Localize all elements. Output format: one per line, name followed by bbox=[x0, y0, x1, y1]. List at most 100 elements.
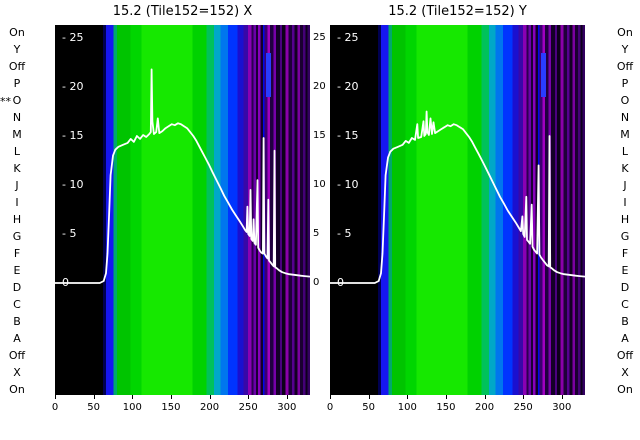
x-tick-label: 300 bbox=[552, 402, 572, 413]
axis-letter: L bbox=[621, 145, 629, 158]
axis-letter: Off bbox=[616, 60, 634, 73]
axis-letter: X bbox=[13, 366, 21, 379]
between-plots-ticks: 25 20 15 10 5 0 bbox=[311, 25, 330, 395]
axis-letter: F bbox=[621, 247, 629, 260]
axis-letter: J bbox=[623, 179, 627, 192]
y-tick-label: - 5 bbox=[337, 227, 352, 240]
y-tick-label: 0 bbox=[62, 276, 69, 289]
x-tick-label: 50 bbox=[87, 402, 100, 413]
x-tick-mark bbox=[286, 395, 288, 399]
line-overlay-y bbox=[330, 110, 585, 284]
axis-letter: N bbox=[620, 111, 630, 124]
axis-letter: On bbox=[617, 383, 633, 396]
axis-letter: X bbox=[621, 366, 629, 379]
y-tick-label: - 10 bbox=[337, 178, 359, 191]
axis-letter: N bbox=[12, 111, 22, 124]
x-tick-mark bbox=[93, 395, 95, 399]
x-tick-label: 200 bbox=[474, 402, 495, 413]
x-tick-mark bbox=[368, 395, 370, 399]
plot-x: 15.2 (Tile152=152) X - 25 - 20 - 15 - 10 - 5… bbox=[51, 0, 310, 440]
line-overlay-x bbox=[55, 68, 310, 284]
x-tick-label: 250 bbox=[513, 402, 533, 413]
blue-notch-icon bbox=[265, 52, 271, 97]
axis-letter: L bbox=[13, 145, 21, 158]
axis-letter: C bbox=[13, 298, 21, 311]
x-tick-label: 50 bbox=[362, 402, 375, 413]
x-tick-mark bbox=[484, 395, 486, 399]
axis-letter: D bbox=[12, 281, 22, 294]
y-tick-label: - 25 bbox=[337, 31, 359, 44]
x-tick-mark bbox=[170, 395, 172, 399]
x-tick-mark bbox=[523, 395, 525, 399]
y-tick-label-right: 15 bbox=[313, 130, 326, 141]
axis-letter: O ** bbox=[0, 94, 22, 108]
right-axis-letters: On Y Off P O N M L K J I H G F E D C B A Off X On bbox=[610, 24, 640, 398]
axis-letter: O bbox=[620, 94, 630, 107]
y-tick-label: 0 bbox=[337, 276, 344, 289]
axis-letter: E bbox=[621, 264, 629, 277]
y-tick-label: - 15 bbox=[337, 129, 359, 142]
plot-y: 15.2 (Tile152=152) Y - 25 - 20 - 15 - 10 - 5… bbox=[326, 0, 585, 440]
axis-letter: Off bbox=[8, 349, 26, 362]
x-tick-label: 0 bbox=[326, 402, 334, 413]
x-axis-ticks: 0 50 100 150 200 250 300 bbox=[326, 395, 585, 420]
x-tick-label: 200 bbox=[199, 402, 220, 413]
axis-letter: I bbox=[623, 196, 627, 209]
axis-letter: P bbox=[13, 77, 21, 90]
axis-letter: I bbox=[15, 196, 19, 209]
axis-letter: H bbox=[12, 213, 22, 226]
axis-letter: D bbox=[620, 281, 630, 294]
x-tick-label: 0 bbox=[51, 402, 59, 413]
x-axis-ticks: 0 50 100 150 200 250 300 bbox=[51, 395, 310, 420]
y-tick-label: - 15 bbox=[62, 129, 84, 142]
y-tick-label: - 25 bbox=[62, 31, 84, 44]
axis-letter: P bbox=[621, 77, 629, 90]
axis-letter: F bbox=[13, 247, 21, 260]
axis-letter: J bbox=[15, 179, 19, 192]
y-tick-label: - 10 bbox=[62, 178, 84, 191]
axis-letter: C bbox=[621, 298, 629, 311]
left-axis-letters: On Y Off P O ** N M L K J I H G F E D C B A Off X On bbox=[0, 24, 32, 398]
axis-letter: A bbox=[13, 332, 21, 345]
y-tick-label: - 20 bbox=[337, 80, 359, 93]
axis-letter: G bbox=[12, 230, 22, 243]
x-tick-label: 100 bbox=[122, 402, 142, 413]
y-tick-label: - 20 bbox=[62, 80, 84, 93]
heatmap-plot-x: - 25 - 20 - 15 - 10 - 5 0 bbox=[55, 25, 310, 395]
row-marker: ** bbox=[0, 95, 11, 108]
x-tick-label: 250 bbox=[238, 402, 258, 413]
x-tick-mark bbox=[407, 395, 409, 399]
axis-letter: Off bbox=[8, 60, 26, 73]
axis-letter: B bbox=[621, 315, 629, 328]
plot-title-y: 15.2 (Tile152=152) Y bbox=[388, 4, 527, 19]
x-tick-mark bbox=[330, 395, 331, 399]
x-tick-label: 300 bbox=[277, 402, 297, 413]
axis-letter: Off bbox=[616, 349, 634, 362]
axis-letter: B bbox=[13, 315, 21, 328]
axis-letter: M bbox=[620, 128, 630, 141]
y-tick-label-right: 25 bbox=[313, 32, 326, 43]
axis-letter: G bbox=[620, 230, 630, 243]
axis-letter: On bbox=[9, 383, 25, 396]
axis-letter: H bbox=[620, 213, 630, 226]
y-tick-label: - 5 bbox=[62, 227, 77, 240]
x-tick-mark bbox=[132, 395, 134, 399]
plot-title-x: 15.2 (Tile152=152) X bbox=[112, 4, 253, 19]
x-tick-mark bbox=[561, 395, 563, 399]
y-tick-label-right: 20 bbox=[313, 81, 326, 92]
x-tick-mark bbox=[445, 395, 447, 399]
x-tick-mark bbox=[55, 395, 56, 399]
axis-letter: Y bbox=[621, 43, 629, 56]
profile-line bbox=[330, 110, 585, 284]
y-tick-label-right: 10 bbox=[313, 179, 326, 190]
profile-line bbox=[55, 68, 310, 284]
axis-letter: K bbox=[621, 162, 629, 175]
axis-letter: A bbox=[621, 332, 629, 345]
x-tick-label: 150 bbox=[436, 402, 456, 413]
axis-letter: On bbox=[9, 26, 25, 39]
axis-letter: On bbox=[617, 26, 633, 39]
heatmap-plot-y: - 25 - 20 - 15 - 10 - 5 0 bbox=[330, 25, 585, 395]
x-tick-label: 150 bbox=[161, 402, 181, 413]
axis-letter: K bbox=[13, 162, 21, 175]
y-tick-label-right: 5 bbox=[313, 228, 320, 239]
